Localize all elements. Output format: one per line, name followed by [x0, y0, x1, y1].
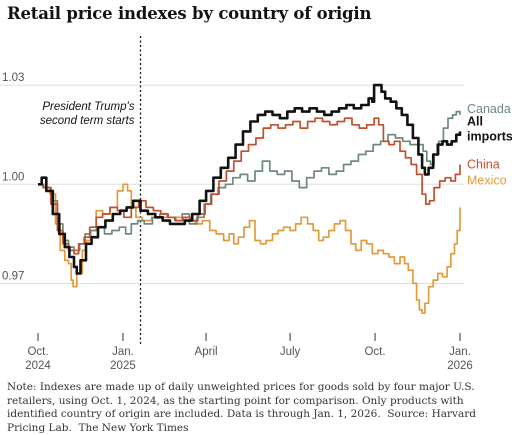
series-line-china — [38, 117, 461, 255]
series-label: Canada — [467, 102, 511, 116]
series-label: China — [467, 157, 500, 171]
x-tick-label: Oct. — [364, 346, 385, 358]
note-text: Note: Indexes are made up of daily unwei… — [7, 381, 475, 420]
x-tick-label: Jan. — [449, 346, 471, 358]
series-label: Mexico — [467, 173, 507, 187]
series-label: All — [467, 114, 483, 128]
x-axis-ticks: Oct. 2024 Jan. 2025 April July Oct. Jan. 2026 — [25, 333, 473, 372]
annotation-text: President Trump's — [42, 101, 134, 113]
credit-text: The New York Times — [78, 421, 189, 434]
annotation: President Trump's second term starts — [40, 36, 142, 344]
x-tick-label: April — [195, 346, 218, 358]
series-line-all-imports — [38, 83, 462, 275]
y-tick-label: 0.97 — [2, 270, 24, 282]
x-tick-year: 2024 — [25, 360, 51, 372]
y-tick-label: 1.00 — [2, 171, 24, 183]
y-axis-ticks: 0.97 1.00 1.03 — [2, 72, 24, 282]
x-tick-year: 2025 — [110, 360, 136, 372]
x-tick-label: July — [280, 346, 301, 358]
chart-title: Retail price indexes by country of origi… — [7, 4, 372, 23]
chart-note: Note: Indexes are made up of daily unwei… — [7, 381, 507, 435]
series-line-mexico — [38, 183, 461, 315]
x-tick-year: 2026 — [447, 360, 473, 372]
x-tick-label: Oct. — [27, 346, 48, 358]
series-lines — [38, 83, 462, 315]
y-tick-label: 1.03 — [2, 72, 24, 84]
annotation-text: second term starts — [40, 115, 135, 127]
x-tick-label: Jan. — [112, 346, 134, 358]
series-label: imports — [467, 129, 512, 143]
